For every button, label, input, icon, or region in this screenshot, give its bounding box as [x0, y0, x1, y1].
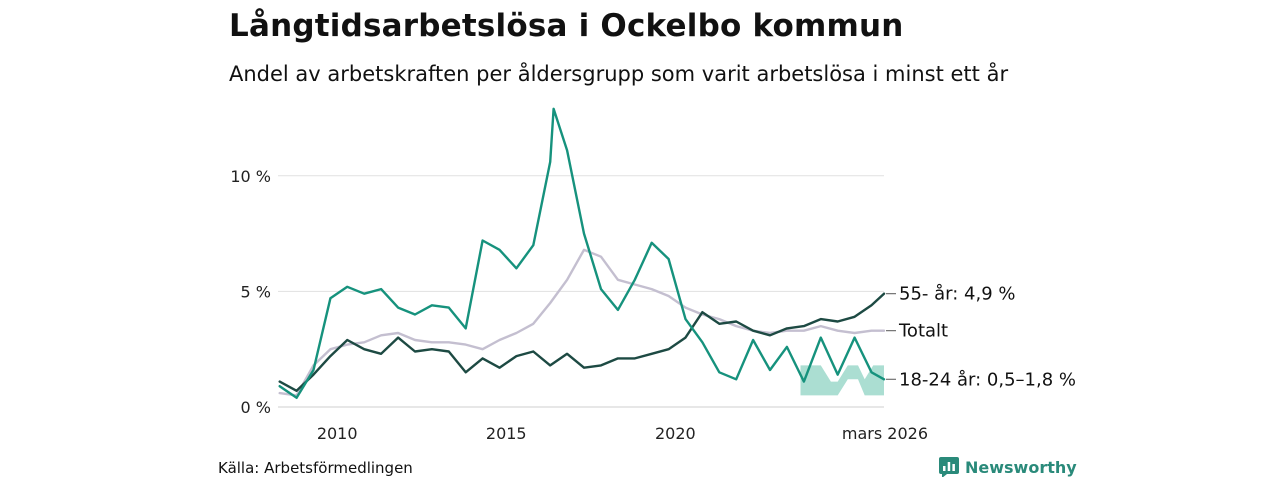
- axis-ticks: 0 % 5 % 10 % 2010 2015 2020 mars 2026: [230, 167, 928, 443]
- newsworthy-logo-icon: [939, 457, 959, 477]
- y-tick-label: 5 %: [241, 282, 271, 301]
- x-tick-label: 2010: [317, 424, 358, 443]
- chart-subtitle: Andel av arbetskraften per åldersgrupp s…: [229, 62, 1009, 86]
- brand-name: Newsworthy: [965, 457, 1077, 477]
- range-band-18-24: [800, 365, 884, 396]
- source-note: Källa: Arbetsförmedlingen: [218, 459, 413, 477]
- x-tick-label: 2015: [486, 424, 527, 443]
- end-label-2: 18-24 år: 0,5–1,8 %: [899, 369, 1076, 390]
- grid-lines: [278, 175, 884, 408]
- chart-title: Långtidsarbetslösa i Ockelbo kommun: [229, 8, 904, 44]
- series-line-1: [278, 292, 886, 392]
- range-band-layer: [800, 365, 884, 396]
- series-line-0: [278, 248, 886, 397]
- x-tick-label: 2020: [655, 424, 696, 443]
- series-layer: [278, 107, 886, 399]
- end-label-1: 55- år: 4,9 %: [899, 284, 1015, 305]
- series-end-labels: 55- år: 4,9 % Totalt 18-24 år: 0,5–1,8 %: [886, 284, 1076, 390]
- series-line-2: [278, 107, 886, 399]
- end-label-0: Totalt: [898, 321, 948, 342]
- y-tick-label: 10 %: [230, 167, 271, 186]
- x-tick-label: mars 2026: [842, 424, 928, 443]
- y-tick-label: 0 %: [241, 398, 271, 417]
- brand-logo[interactable]: Newsworthy: [939, 457, 1077, 477]
